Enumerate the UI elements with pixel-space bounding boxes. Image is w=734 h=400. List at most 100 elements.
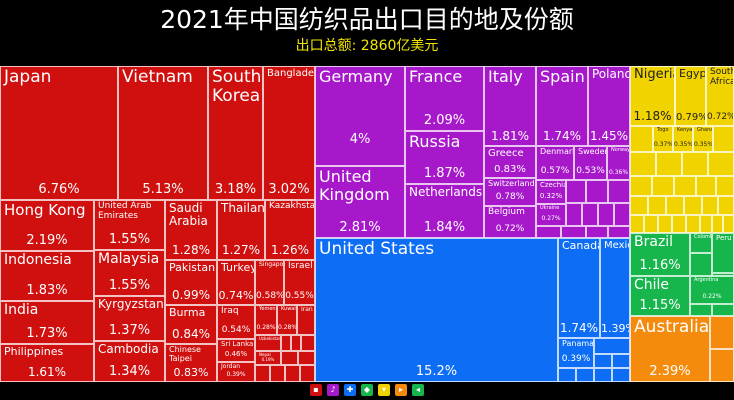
- tile-value: 0.28%: [256, 324, 276, 332]
- tile-turkey[interactable]: Turkey 0.74%: [217, 260, 255, 305]
- tile-value: 1.74%: [559, 320, 599, 335]
- tile-burma[interactable]: Burma 0.84%: [165, 305, 217, 344]
- tile-minor-26: [594, 368, 612, 382]
- tile-south-africa[interactable]: South Africa 0.72%: [706, 66, 734, 126]
- tile-kazakhstan[interactable]: Kazakhstan 1.26%: [265, 200, 315, 260]
- tile-egypt[interactable]: Egypt 0.79%: [675, 66, 706, 126]
- tile-poland[interactable]: Poland 1.45%: [588, 66, 630, 146]
- tile-kenya[interactable]: Kenya 0.35%: [673, 126, 693, 152]
- tile-thailand[interactable]: Thailand 1.27%: [217, 200, 265, 260]
- tool-4-icon[interactable]: ◆: [361, 384, 373, 396]
- tile-minor-38: [716, 176, 734, 196]
- tile-spain[interactable]: Spain 1.74%: [536, 66, 588, 146]
- tool-5-icon[interactable]: ▾: [378, 384, 390, 396]
- tile-minor-29: [713, 126, 734, 152]
- tile-value: 1.34%: [108, 363, 151, 379]
- tile-label: Sri Lanka: [221, 340, 254, 348]
- tile-norway[interactable]: Norway 0.36%: [607, 146, 630, 180]
- tile-colombia[interactable]: Colombia: [690, 233, 712, 253]
- tile-value: 0.54%: [221, 325, 251, 336]
- tile-switzerland[interactable]: Switzerland 0.78%: [484, 178, 536, 206]
- tile-minor-52: [723, 215, 734, 233]
- tile-nepal[interactable]: Nepal 0.19%: [255, 351, 281, 365]
- tile-label: South Africa: [710, 67, 734, 87]
- tile-value: 0.39%: [226, 371, 246, 379]
- tile-panama[interactable]: Panama 0.39%: [558, 338, 594, 368]
- tile-pakistan[interactable]: Pakistan 0.99%: [165, 260, 217, 305]
- tile-label: Togo: [657, 127, 669, 133]
- tile-minor-17: [561, 226, 586, 238]
- tile-peru[interactable]: Peru: [712, 233, 734, 273]
- tile-saudi-arabia[interactable]: Saudi Arabia 1.28%: [165, 200, 217, 260]
- tile-philippines[interactable]: Philippines 1.61%: [0, 344, 94, 382]
- tile-label: Iran: [301, 306, 313, 313]
- tile-canada[interactable]: Canada 1.74%: [558, 238, 600, 338]
- tile-denmark[interactable]: Denmark 0.57%: [536, 146, 574, 180]
- tile-netherlands[interactable]: Netherlands 1.84%: [405, 184, 484, 238]
- tile-value: 1.55%: [108, 231, 151, 247]
- tile-label: Malaysia: [98, 251, 160, 267]
- tile-iraq[interactable]: Iraq 0.54%: [217, 305, 255, 339]
- tile-japan[interactable]: Japan 6.76%: [0, 66, 118, 200]
- tile-kyrgyzstan[interactable]: Kyrgyzstan 1.37%: [94, 296, 165, 341]
- tile-germany[interactable]: Germany 4%: [315, 66, 405, 166]
- tile-nigeria[interactable]: Nigeria 1.18%: [630, 66, 675, 126]
- tile-indonesia[interactable]: Indonesia 1.83%: [0, 251, 94, 301]
- tool-2-icon[interactable]: ♪: [327, 384, 339, 396]
- tile-jordan[interactable]: Jordan 0.39%: [217, 362, 255, 382]
- tile-minor-24: [558, 368, 576, 382]
- tile-label: Italy: [488, 67, 523, 86]
- tile-south-korea[interactable]: South Korea 3.18%: [208, 66, 263, 200]
- tile-label: Pakistan: [169, 261, 216, 274]
- tile-vietnam[interactable]: Vietnam 5.13%: [118, 66, 208, 200]
- tile-malaysia[interactable]: Malaysia 1.55%: [94, 250, 165, 296]
- tool-7-icon[interactable]: ◂: [412, 384, 424, 396]
- tile-belgium[interactable]: Belgium 0.72%: [484, 206, 536, 238]
- tile-israel[interactable]: Israel 0.55%: [284, 260, 315, 305]
- tile-kuwait[interactable]: Kuwait 0.28%: [277, 305, 297, 335]
- tile-uzbekistan[interactable]: Uzbekistan: [255, 335, 281, 351]
- tile-argentina[interactable]: Argentina 0.22%: [690, 276, 734, 304]
- tile-value: 1.55%: [108, 277, 151, 293]
- tile-singapore[interactable]: Singapore 0.58%: [255, 260, 284, 305]
- tile-value: 0.37%: [654, 141, 673, 149]
- tile-united-states[interactable]: United States 15.2%: [315, 238, 558, 382]
- tile-value: 0.28%: [278, 324, 297, 332]
- tile-iran[interactable]: Iran: [297, 305, 315, 335]
- tile-ukraine[interactable]: Ukraine 0.27%: [536, 204, 566, 226]
- tool-6-icon[interactable]: ▸: [395, 384, 407, 396]
- tile-greece[interactable]: Greece 0.83%: [484, 146, 536, 178]
- tile-cambodia[interactable]: Cambodia 1.34%: [94, 341, 165, 382]
- tile-mexico[interactable]: Mexico 1.39%: [600, 238, 630, 338]
- tile-united-kingdom[interactable]: United Kingdom 2.81%: [315, 166, 405, 238]
- tile-value: 1.16%: [639, 257, 681, 273]
- tile-france[interactable]: France 2.09%: [405, 66, 484, 131]
- tile-yemen[interactable]: Yemen 0.28%: [255, 305, 277, 335]
- tool-1-icon[interactable]: ▪: [310, 384, 322, 396]
- tile-minor-14: [598, 203, 614, 226]
- tool-3-icon[interactable]: ✚: [344, 384, 356, 396]
- tile-minor-33: [708, 152, 734, 176]
- tile-czechia[interactable]: Czechia 0.32%: [536, 180, 566, 204]
- tile-australia[interactable]: Australia 2.39%: [630, 316, 710, 382]
- tile-sri-lanka[interactable]: Sri Lanka 0.46%: [217, 339, 255, 362]
- tile-sweden[interactable]: Sweden 0.53%: [574, 146, 607, 180]
- tile-united-arab-emirates[interactable]: United Arab Emirates 1.55%: [94, 200, 165, 250]
- tile-chile[interactable]: Chile 1.15%: [630, 276, 690, 316]
- tile-value: 5.13%: [142, 181, 184, 197]
- tile-india[interactable]: India 1.73%: [0, 301, 94, 344]
- tile-bangladesh[interactable]: Bangladesh 3.02%: [263, 66, 315, 200]
- tile-togo[interactable]: Togo 0.37%: [653, 126, 673, 152]
- tile-label: Germany: [319, 67, 393, 86]
- tile-hong-kong[interactable]: Hong Kong 2.19%: [0, 200, 94, 251]
- tile-russia[interactable]: Russia 1.87%: [405, 131, 484, 184]
- tile-label: Chinese Taipei: [169, 345, 201, 363]
- tile-italy[interactable]: Italy 1.81%: [484, 66, 536, 146]
- tile-label: Czechia: [540, 181, 566, 189]
- tile-ghana[interactable]: Ghana 0.35%: [693, 126, 713, 152]
- tile-chinese-taipei[interactable]: Chinese Taipei 0.83%: [165, 344, 217, 382]
- tile-value: 2.09%: [423, 112, 466, 128]
- tile-brazil[interactable]: Brazil 1.16%: [630, 233, 690, 276]
- tile-minor-4: [270, 365, 285, 382]
- tile-value: 1.26%: [270, 242, 310, 257]
